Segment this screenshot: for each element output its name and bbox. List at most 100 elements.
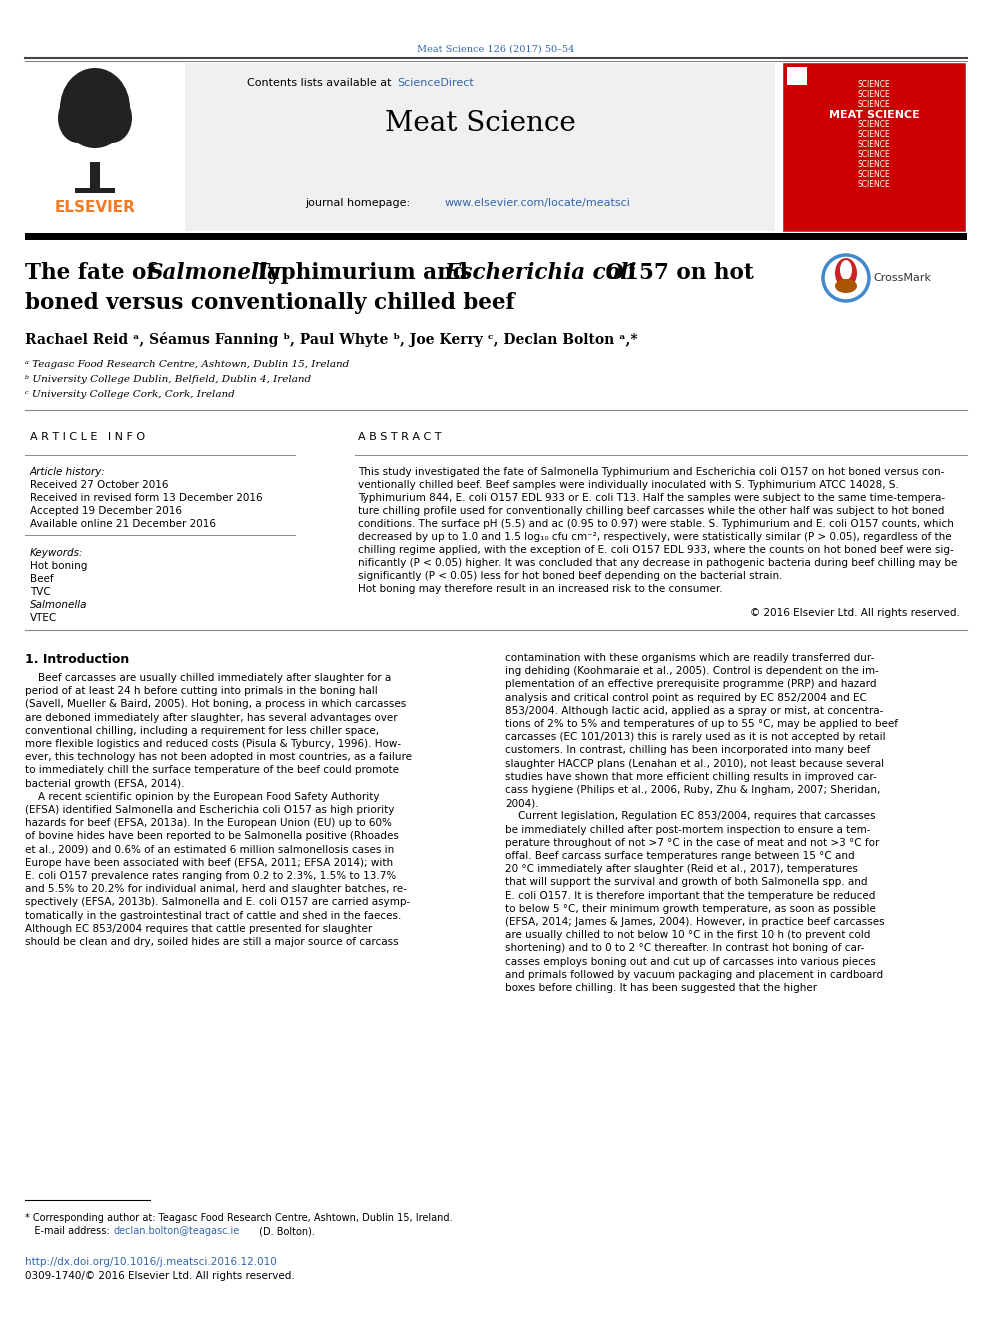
Text: Available online 21 December 2016: Available online 21 December 2016 xyxy=(30,519,216,529)
Text: studies have shown that more efficient chilling results in improved car-: studies have shown that more efficient c… xyxy=(505,771,877,782)
Text: more flexible logistics and reduced costs (Pisula & Tyburcy, 1996). How-: more flexible logistics and reduced cost… xyxy=(25,740,401,749)
Text: ventionally chilled beef. Beef samples were individually inoculated with S. Typh: ventionally chilled beef. Beef samples w… xyxy=(358,480,899,490)
Text: nificantly (P < 0.05) higher. It was concluded that any decrease in pathogenic b: nificantly (P < 0.05) higher. It was con… xyxy=(358,558,957,568)
Ellipse shape xyxy=(92,93,132,143)
Text: ᵇ University College Dublin, Belfield, Dublin 4, Ireland: ᵇ University College Dublin, Belfield, D… xyxy=(25,374,311,384)
Text: MEAT SCIENCE: MEAT SCIENCE xyxy=(828,110,920,120)
Text: decreased by up to 1.0 and 1.5 log₁₀ cfu cm⁻², respectively, were statistically : decreased by up to 1.0 and 1.5 log₁₀ cfu… xyxy=(358,532,951,542)
Text: perature throughout of not >7 °C in the case of meat and not >3 °C for: perature throughout of not >7 °C in the … xyxy=(505,837,879,848)
Text: A B S T R A C T: A B S T R A C T xyxy=(358,433,441,442)
Text: Salmonella: Salmonella xyxy=(148,262,282,284)
Text: A recent scientific opinion by the European Food Safety Authority: A recent scientific opinion by the Europ… xyxy=(25,791,380,802)
Text: Typhimurium 844, E. coli O157 EDL 933 or E. coli T13. Half the samples were subj: Typhimurium 844, E. coli O157 EDL 933 or… xyxy=(358,493,945,503)
Text: Typhimurium and: Typhimurium and xyxy=(247,262,475,284)
Text: Hot boning may therefore result in an increased risk to the consumer.: Hot boning may therefore result in an in… xyxy=(358,583,722,594)
Text: Hot boning: Hot boning xyxy=(30,561,87,572)
Text: shortening) and to 0 to 2 °C thereafter. In contrast hot boning of car-: shortening) and to 0 to 2 °C thereafter.… xyxy=(505,943,864,954)
Text: hazards for beef (EFSA, 2013a). In the European Union (EU) up to 60%: hazards for beef (EFSA, 2013a). In the E… xyxy=(25,818,392,828)
Text: ever, this technology has not been adopted in most countries, as a failure: ever, this technology has not been adopt… xyxy=(25,753,412,762)
Text: Beef: Beef xyxy=(30,574,54,583)
Ellipse shape xyxy=(835,279,857,292)
Bar xyxy=(25,233,967,239)
Text: Article history:: Article history: xyxy=(30,467,106,478)
Text: TVC: TVC xyxy=(30,587,51,597)
Text: be immediately chilled after post-mortem inspection to ensure a tem-: be immediately chilled after post-mortem… xyxy=(505,824,871,835)
Text: Accepted 19 December 2016: Accepted 19 December 2016 xyxy=(30,505,182,516)
Text: of bovine hides have been reported to be Salmonella positive (Rhoades: of bovine hides have been reported to be… xyxy=(25,831,399,841)
Text: declan.bolton@teagasc.ie: declan.bolton@teagasc.ie xyxy=(113,1226,239,1236)
Text: 20 °C immediately after slaughter (Reid et al., 2017), temperatures: 20 °C immediately after slaughter (Reid … xyxy=(505,864,858,875)
Text: (Savell, Mueller & Baird, 2005). Hot boning, a process in which carcasses: (Savell, Mueller & Baird, 2005). Hot bon… xyxy=(25,700,407,709)
Text: VTEC: VTEC xyxy=(30,613,58,623)
Ellipse shape xyxy=(835,258,857,288)
Text: plementation of an effective prerequisite programme (PRP) and hazard: plementation of an effective prerequisit… xyxy=(505,680,877,689)
Text: Meat Science 126 (2017) 50–54: Meat Science 126 (2017) 50–54 xyxy=(418,45,574,54)
Text: et al., 2009) and 0.6% of an estimated 6 million salmonellosis cases in: et al., 2009) and 0.6% of an estimated 6… xyxy=(25,844,394,855)
Text: Escherichia coli: Escherichia coli xyxy=(444,262,637,284)
Text: 853/2004. Although lactic acid, applied as a spray or mist, at concentra-: 853/2004. Although lactic acid, applied … xyxy=(505,705,883,716)
Text: (EFSA) identified Salmonella and Escherichia coli O157 as high priority: (EFSA) identified Salmonella and Escheri… xyxy=(25,804,395,815)
Text: boned versus conventionally chilled beef: boned versus conventionally chilled beef xyxy=(25,292,515,314)
Text: * Corresponding author at: Teagasc Food Research Centre, Ashtown, Dublin 15, Ire: * Corresponding author at: Teagasc Food … xyxy=(25,1213,452,1222)
Text: boxes before chilling. It has been suggested that the higher: boxes before chilling. It has been sugge… xyxy=(505,983,817,994)
Ellipse shape xyxy=(58,93,98,143)
Text: casses employs boning out and cut up of carcasses into various pieces: casses employs boning out and cut up of … xyxy=(505,957,876,967)
Text: period of at least 24 h before cutting into primals in the boning hall: period of at least 24 h before cutting i… xyxy=(25,687,378,696)
Text: are usually chilled to not below 10 °C in the first 10 h (to prevent cold: are usually chilled to not below 10 °C i… xyxy=(505,930,870,941)
Text: Although EC 853/2004 requires that cattle presented for slaughter: Although EC 853/2004 requires that cattl… xyxy=(25,923,372,934)
Text: to below 5 °C, their minimum growth temperature, as soon as possible: to below 5 °C, their minimum growth temp… xyxy=(505,904,876,914)
Text: slaughter HACCP plans (Lenahan et al., 2010), not least because several: slaughter HACCP plans (Lenahan et al., 2… xyxy=(505,758,884,769)
Text: E. coli O157. It is therefore important that the temperature be reduced: E. coli O157. It is therefore important … xyxy=(505,890,875,901)
Text: and primals followed by vacuum packaging and placement in cardboard: and primals followed by vacuum packaging… xyxy=(505,970,883,980)
Text: 2004).: 2004). xyxy=(505,798,539,808)
Text: analysis and critical control point as required by EC 852/2004 and EC: analysis and critical control point as r… xyxy=(505,693,867,703)
Text: SCIENCE: SCIENCE xyxy=(858,130,891,139)
Bar xyxy=(25,64,183,232)
Text: carcasses (EC 101/2013) this is rarely used as it is not accepted by retail: carcasses (EC 101/2013) this is rarely u… xyxy=(505,732,886,742)
Text: Current legislation, Regulation EC 853/2004, requires that carcasses: Current legislation, Regulation EC 853/2… xyxy=(505,811,876,822)
Text: ScienceDirect: ScienceDirect xyxy=(397,78,474,89)
Text: and 5.5% to 20.2% for individual animal, herd and slaughter batches, re-: and 5.5% to 20.2% for individual animal,… xyxy=(25,884,407,894)
Text: SCIENCE: SCIENCE xyxy=(858,79,891,89)
Text: 0309-1740/© 2016 Elsevier Ltd. All rights reserved.: 0309-1740/© 2016 Elsevier Ltd. All right… xyxy=(25,1271,295,1281)
Text: ELSEVIER: ELSEVIER xyxy=(55,200,136,216)
Text: (EFSA, 2014; James & James, 2004). However, in practice beef carcasses: (EFSA, 2014; James & James, 2004). Howev… xyxy=(505,917,885,927)
Text: ture chilling profile used for conventionally chilling beef carcasses while the : ture chilling profile used for conventio… xyxy=(358,505,944,516)
Text: SCIENCE: SCIENCE xyxy=(858,140,891,149)
Text: 1. Introduction: 1. Introduction xyxy=(25,654,129,665)
Text: chilling regime applied, with the exception of E. coli O157 EDL 933, where the c: chilling regime applied, with the except… xyxy=(358,545,953,556)
Ellipse shape xyxy=(840,261,852,280)
Text: (D. Bolton).: (D. Bolton). xyxy=(256,1226,314,1236)
Text: Received in revised form 13 December 2016: Received in revised form 13 December 201… xyxy=(30,493,263,503)
Text: Salmonella: Salmonella xyxy=(30,601,87,610)
Text: This study investigated the fate of Salmonella Typhimurium and Escherichia coli : This study investigated the fate of Salm… xyxy=(358,467,944,478)
Text: spectively (EFSA, 2013b). Salmonella and E. coli O157 are carried asymp-: spectively (EFSA, 2013b). Salmonella and… xyxy=(25,897,411,908)
Text: Contents lists available at: Contents lists available at xyxy=(247,78,395,89)
Text: conditions. The surface pH (5.5) and aᴄ (0.95 to 0.97) were stable. S. Typhimuri: conditions. The surface pH (5.5) and aᴄ … xyxy=(358,519,954,529)
Text: tions of 2% to 5% and temperatures of up to 55 °C, may be applied to beef: tions of 2% to 5% and temperatures of up… xyxy=(505,718,898,729)
Bar xyxy=(787,67,807,85)
Text: E. coli O157 prevalence rates ranging from 0.2 to 2.3%, 1.5% to 13.7%: E. coli O157 prevalence rates ranging fr… xyxy=(25,871,396,881)
Text: are deboned immediately after slaughter, has several advantages over: are deboned immediately after slaughter,… xyxy=(25,713,398,722)
Text: © 2016 Elsevier Ltd. All rights reserved.: © 2016 Elsevier Ltd. All rights reserved… xyxy=(750,609,960,618)
Text: CrossMark: CrossMark xyxy=(873,273,931,283)
Bar xyxy=(90,161,100,191)
Text: cass hygiene (Philips et al., 2006, Ruby, Zhu & Ingham, 2007; Sheridan,: cass hygiene (Philips et al., 2006, Ruby… xyxy=(505,785,880,795)
Text: Rachael Reid ᵃ, Séamus Fanning ᵇ, Paul Whyte ᵇ, Joe Kerry ᶜ, Declan Bolton ᵃ,*: Rachael Reid ᵃ, Séamus Fanning ᵇ, Paul W… xyxy=(25,332,638,347)
Text: Keywords:: Keywords: xyxy=(30,548,83,558)
Bar xyxy=(783,64,965,232)
Bar xyxy=(75,188,115,193)
Text: E-mail address:: E-mail address: xyxy=(25,1226,113,1236)
Text: should be clean and dry, soiled hides are still a major source of carcass: should be clean and dry, soiled hides ar… xyxy=(25,937,399,947)
Bar xyxy=(185,64,775,232)
Text: conventional chilling, including a requirement for less chiller space,: conventional chilling, including a requi… xyxy=(25,726,379,736)
Ellipse shape xyxy=(60,67,130,148)
Text: The fate of: The fate of xyxy=(25,262,163,284)
Text: ᶜ University College Cork, Cork, Ireland: ᶜ University College Cork, Cork, Ireland xyxy=(25,390,235,400)
Text: to immediately chill the surface temperature of the beef could promote: to immediately chill the surface tempera… xyxy=(25,766,399,775)
Text: Europe have been associated with beef (EFSA, 2011; EFSA 2014); with: Europe have been associated with beef (E… xyxy=(25,857,393,868)
Text: Beef carcasses are usually chilled immediately after slaughter for a: Beef carcasses are usually chilled immed… xyxy=(25,673,391,683)
Text: www.elsevier.com/locate/meatsci: www.elsevier.com/locate/meatsci xyxy=(445,198,631,208)
Text: contamination with these organisms which are readily transferred dur-: contamination with these organisms which… xyxy=(505,654,874,663)
Text: ing dehiding (Koohmaraie et al., 2005). Control is dependent on the im-: ing dehiding (Koohmaraie et al., 2005). … xyxy=(505,667,879,676)
